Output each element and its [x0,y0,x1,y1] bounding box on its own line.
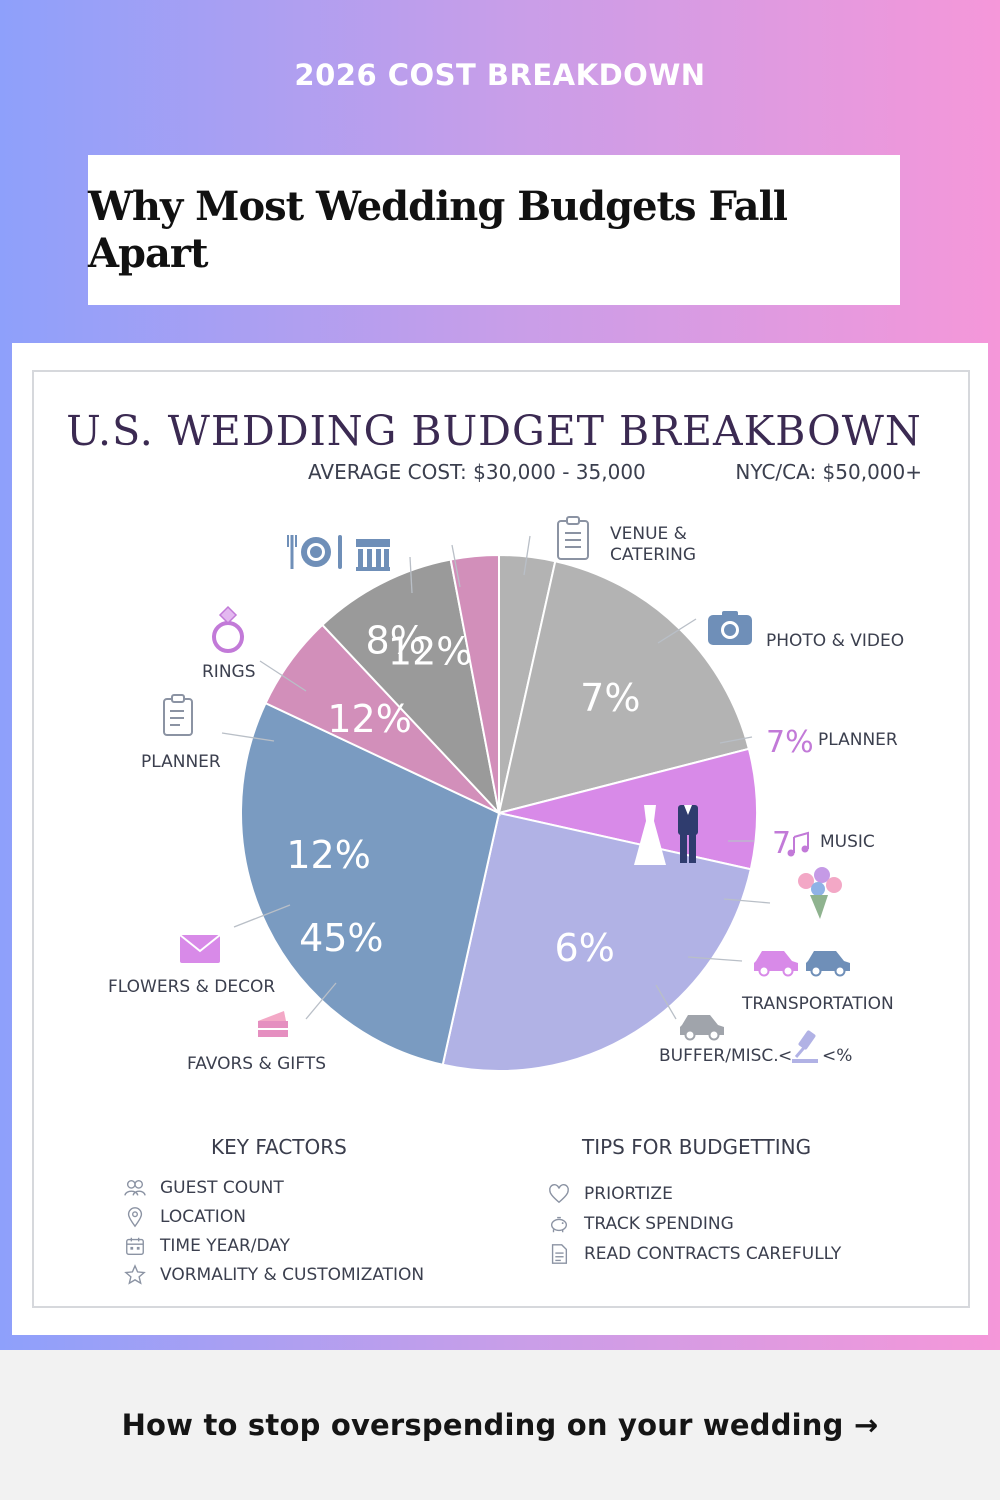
leader-line [221,732,275,742]
slice-label-dark-gray-1: 12% [388,630,472,674]
callout-flowers-decor: FLOWERS & DECOR [108,977,275,997]
key-factor-item: VORMALITY & CUSTOMIZATION [124,1260,424,1289]
callout-planner-left: PLANNER [141,752,221,772]
planner-clipboard-icon [163,694,193,736]
tip-label: PRIORTIZE [584,1184,673,1204]
callout-music-pct: 7 [772,826,791,861]
callout-buffer-suffix: <% [822,1046,852,1066]
calendar-icon [126,1237,144,1255]
piggy-bank-icon [550,1216,568,1233]
budget-pie-chart: U.S. WEDDING BUDGET BREAKBOWN AVERAGE CO… [66,407,922,1074]
pie-slice-blue [240,701,501,1066]
slice-label-pink-0: 12% [327,697,411,741]
leader-line [523,535,531,576]
key-factor-label: LOCATION [160,1206,246,1227]
callout-music: MUSIC [820,832,875,852]
leader-line [305,982,337,1020]
slice-label-blue-1: 12% [286,833,370,877]
key-factor-item: TIME YEAR/DAY [124,1231,424,1260]
leader-line [409,556,413,594]
leader-line [657,618,697,644]
tip-label: TRACK SPENDING [584,1214,734,1234]
callout-transportation: TRANSPORTATION [741,994,894,1014]
key-factors-title: KEY FACTORS [211,1135,347,1159]
callout-planner-right-pct: 7% [766,725,814,760]
pie-slice-top-pink [449,553,500,814]
camera-icon [708,611,752,645]
key-factor-item: GUEST COUNT [124,1173,424,1202]
infographic-card: U.S. WEDDING BUDGET BREAKBOWN AVERAGE CO… [12,343,988,1335]
title-banner: Why Most Wedding Budgets Fall Apart [88,155,900,305]
cake-icon [258,1011,288,1037]
tips-title: TIPS FOR BUDGETTING [582,1135,812,1159]
key-factors-list: GUEST COUNT LOCATION TIME YEAR/D [124,1173,424,1289]
page-title: Why Most Wedding Budgets Fall Apart [88,183,788,277]
clipboard-icon [557,516,589,560]
callout-planner-right: PLANNER [818,730,898,750]
pie-slice-dark-gray [320,558,501,817]
infographic-frame [32,370,970,1308]
slice-label-blue-0: 45% [299,916,383,960]
leader-line [687,956,743,962]
envelope-icon [179,934,221,963]
leader-line [451,544,461,588]
pie-slices [240,553,758,1072]
chart-subtitle-nyc: NYC/CA: $50,000+ [735,460,922,484]
leader-line [233,904,291,928]
leader-line [655,984,677,1020]
chart-title: U.S. WEDDING BUDGET BREAKBOWN [66,407,922,455]
callout-photo-video: PHOTO & VIDEO [766,631,904,651]
footer-bar: How to stop overspending on your wedding… [0,1350,1000,1500]
leader-line [719,736,753,744]
slice-label-photo-gray-0: 7% [580,676,640,720]
music-note-icon [787,831,809,857]
stop-overspending-link[interactable]: How to stop overspending on your wedding… [121,1408,879,1442]
venue-building-icon [356,539,390,571]
leader-lines [221,535,771,1020]
callout-buffer-lt: < [778,1046,792,1066]
leader-line [259,660,307,692]
bouquet-icon [798,867,842,919]
tips-list: PRIORTIZE TRACK SPENDING [548,1179,841,1269]
pie-slice-labels: 7%6%45%12%12%8%12% [286,618,640,970]
pie-slice-lavender [441,811,752,1072]
callout-venue-catering-2: CATERING [610,545,696,565]
key-factors-section: KEY FACTORS GUEST COUNT LOCATION [124,1135,424,1289]
key-factor-item: LOCATION [124,1202,424,1231]
key-factor-label: GUEST COUNT [160,1177,284,1198]
kicker-label: 2026 COST BREAKDOWN [294,58,706,92]
dress-suit-icon [634,805,698,865]
ring-icon [212,605,244,653]
dining-icon [287,535,342,569]
heart-icon [549,1184,569,1204]
star-icon [124,1263,146,1285]
people-icon [124,1179,146,1196]
gavel-icon [792,1030,818,1063]
key-factor-label: VORMALITY & CUSTOMIZATION [160,1264,425,1285]
key-factor-label: TIME YEAR/DAY [160,1235,290,1256]
tip-item: READ CONTRACTS CAREFULLY [548,1239,841,1269]
slice-label-dark-gray-0: 8% [366,618,426,662]
car-gray-icon [680,1015,724,1041]
document-icon [551,1244,568,1264]
callout-favors-gifts: FAVORS & GIFTS [187,1054,326,1074]
callout-venue-catering-1: VENUE & [610,524,687,544]
pie-slice-photo-gray [497,560,751,815]
callout-buffer-misc: BUFFER/MISC. [659,1046,779,1066]
tip-label: READ CONTRACTS CAREFULLY [584,1244,842,1264]
callout-rings: RINGS [202,662,256,682]
car-pink-icon [754,951,798,977]
tip-item: TRACK SPENDING [548,1209,841,1239]
leader-line [723,898,771,904]
slice-label-lavender-0: 6% [555,926,615,970]
tips-section: TIPS FOR BUDGETTING PRIORTIZE TRACK SPEN… [548,1135,841,1269]
tip-item: PRIORTIZE [548,1179,841,1209]
car-blue-icon [806,951,850,977]
chart-subtitle-average: AVERAGE COST: $30,000 - 35,000 [308,460,646,484]
location-pin-icon [127,1206,143,1227]
